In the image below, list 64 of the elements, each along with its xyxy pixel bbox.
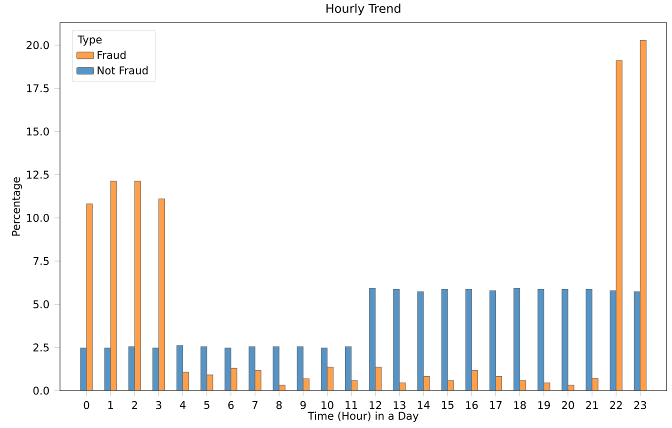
x-tick-label: 1 xyxy=(108,401,113,409)
x-tick-label: 12 xyxy=(370,401,382,409)
bar xyxy=(320,348,328,391)
bar xyxy=(514,288,520,391)
x-tick-label: 17 xyxy=(490,401,502,409)
x-tick-label: 8 xyxy=(276,401,282,410)
y-tick-label: 5.0 xyxy=(33,300,49,308)
y-tick-label: 12.5 xyxy=(27,170,49,179)
x-tick-label: 0 xyxy=(84,401,90,410)
bar xyxy=(176,345,184,391)
x-tick-label: 16 xyxy=(466,401,478,410)
bar xyxy=(538,288,544,391)
bar xyxy=(326,366,334,391)
bar xyxy=(200,346,208,391)
x-axis-title: Time (Hour) in a Day xyxy=(308,412,419,422)
x-tick-label: 20 xyxy=(562,401,574,410)
bar xyxy=(134,180,141,391)
bar xyxy=(369,288,376,391)
x-tick-label: 19 xyxy=(538,401,550,410)
x-tick-label: 7 xyxy=(252,401,258,409)
bar xyxy=(616,60,622,391)
bar xyxy=(634,291,640,391)
x-tick-label: 10 xyxy=(322,401,334,410)
bar xyxy=(152,348,159,391)
bar xyxy=(465,288,472,391)
bar xyxy=(441,288,448,391)
legend-label: Fraud xyxy=(98,50,126,59)
y-tick-label: 2.5 xyxy=(33,343,49,352)
x-tick-label: 23 xyxy=(634,401,646,410)
bar xyxy=(610,290,616,391)
bar xyxy=(640,40,646,391)
bar xyxy=(110,180,117,391)
bar xyxy=(345,346,352,391)
x-tick-label: 2 xyxy=(132,401,137,409)
y-tick-label: 20.0 xyxy=(26,41,49,50)
bar xyxy=(296,346,304,391)
y-tick-label: 15.0 xyxy=(27,127,49,136)
bar xyxy=(272,346,280,391)
bar xyxy=(375,366,382,391)
x-tick-label: 9 xyxy=(300,401,306,410)
bar xyxy=(224,348,232,391)
y-tick-label: 7.5 xyxy=(34,257,49,266)
x-tick-label: 4 xyxy=(180,401,186,409)
y-tick-label: 0.0 xyxy=(33,386,49,395)
y-tick-label: 10.0 xyxy=(27,214,49,222)
x-tick-label: 21 xyxy=(586,401,598,409)
x-tick-label: 6 xyxy=(228,401,234,410)
legend-title: Type xyxy=(78,36,102,46)
bar xyxy=(489,290,496,391)
x-tick-label: 13 xyxy=(394,401,406,410)
x-tick-label: 22 xyxy=(610,401,622,409)
x-tick-label: 14 xyxy=(418,401,430,409)
chart-title: Hourly Trend xyxy=(326,4,400,16)
bar xyxy=(393,288,400,391)
bar xyxy=(158,198,165,391)
y-axis-title: Percentage xyxy=(12,177,22,236)
x-tick-label: 11 xyxy=(346,401,358,409)
x-tick-label: 15 xyxy=(442,401,454,409)
x-tick-label: 3 xyxy=(156,401,162,410)
bar xyxy=(128,346,135,391)
x-tick-label: 18 xyxy=(514,401,526,410)
legend-label: Not Fraud xyxy=(98,66,148,74)
x-tick-label: 5 xyxy=(204,401,210,409)
y-tick-label: 17.5 xyxy=(27,84,49,92)
